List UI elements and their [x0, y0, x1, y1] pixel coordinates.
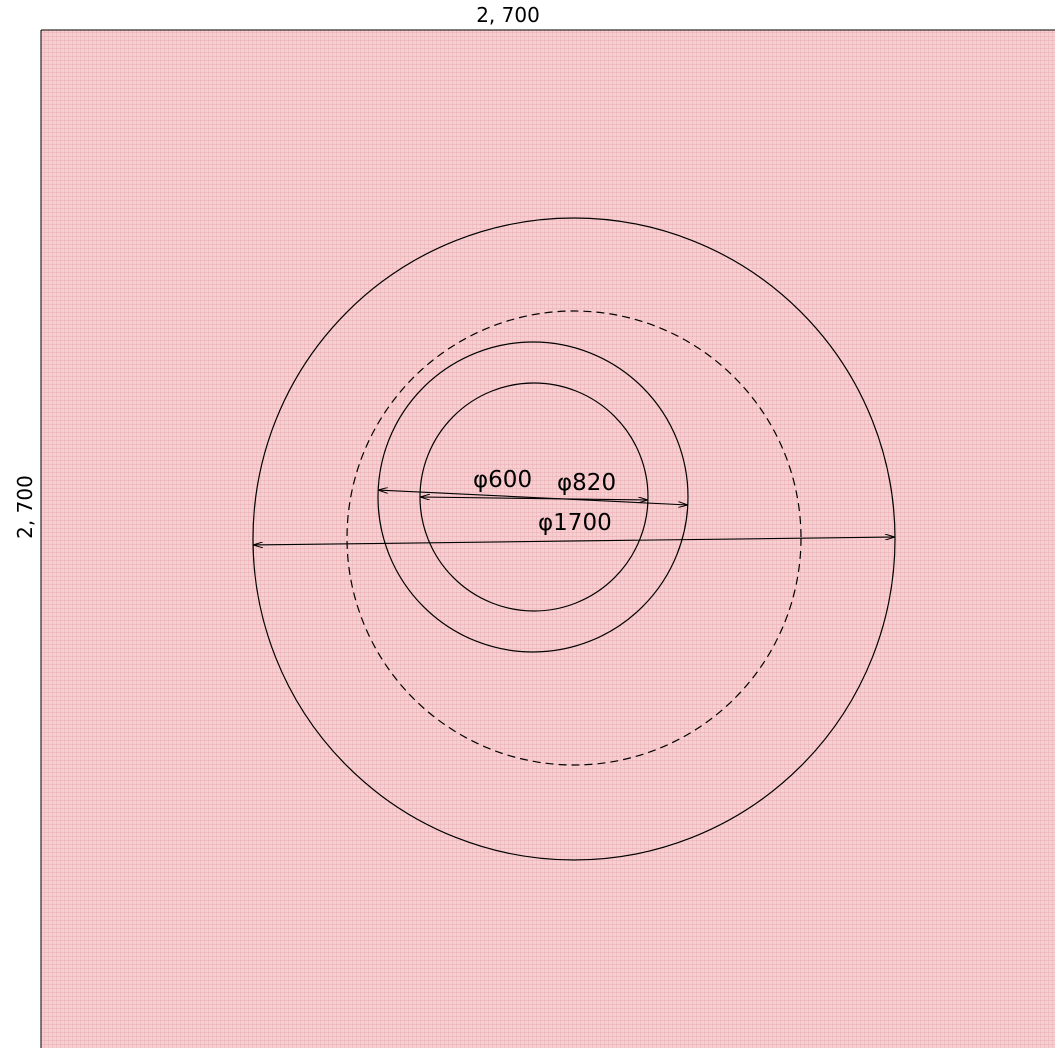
- label-600: φ600: [473, 467, 532, 493]
- dimension-line-600: [420, 497, 648, 500]
- dimension-line-1700: [253, 537, 895, 545]
- slab-area: [41, 30, 1055, 1048]
- label-820: φ820: [557, 470, 616, 496]
- top-dimension-label: 2, 700: [476, 3, 540, 27]
- label-1700: φ1700: [538, 510, 612, 536]
- side-dimension-label: 2, 700: [13, 475, 37, 539]
